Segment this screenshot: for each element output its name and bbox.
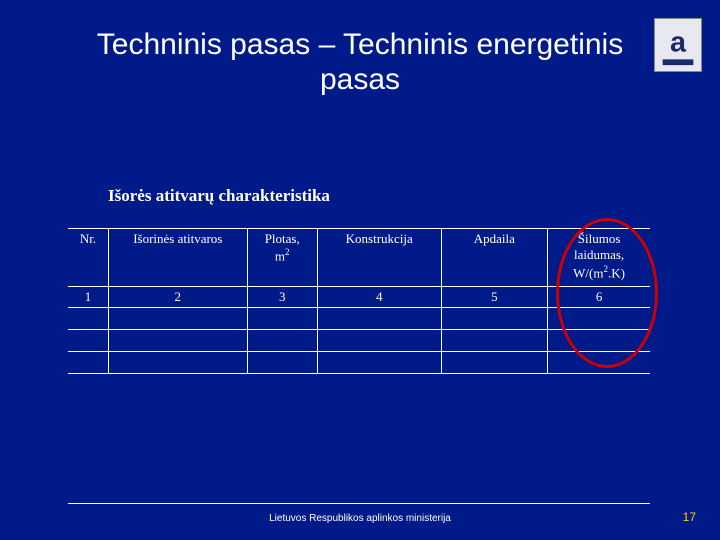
table-header-row: Nr. Išorinės atitvaros Plotas, m2 Konstr… [68,229,650,287]
page-number: 17 [683,510,696,524]
table-index-row: 1 2 3 4 5 6 [68,287,650,308]
col-index-5: 5 [441,287,548,308]
col-index-1: 1 [68,287,109,308]
logo-badge: a [654,18,702,72]
col-index-6: 6 [548,287,650,308]
slide-title: Techninis pasas – Techninis energetinis … [0,0,720,97]
header-nr: Nr. [68,229,109,287]
header-konstrukcija: Konstrukcija [317,229,441,287]
header-apdaila: Apdaila [441,229,548,287]
header-silumos: Šilumos laidumas, W/(m2.K) [548,229,650,287]
table-row [68,352,650,374]
title-line-2: pasas [320,63,400,96]
col-index-3: 3 [247,287,317,308]
title-line-1: Techninis pasas – Techninis energetinis [97,28,623,61]
footer-text: Lietuvos Respublikos aplinkos ministerij… [0,513,720,524]
characteristics-table: Nr. Išorinės atitvaros Plotas, m2 Konstr… [68,228,650,374]
col-index-2: 2 [109,287,248,308]
col-index-4: 4 [317,287,441,308]
table-row [68,330,650,352]
svg-text:a: a [670,27,687,59]
content-area: Išorės atitvarų charakteristika Nr. Išor… [68,186,650,374]
table-row [68,308,650,330]
table-caption: Išorės atitvarų charakteristika [108,186,650,206]
header-plotas: Plotas, m2 [247,229,317,287]
header-atitvaros: Išorinės atitvaros [109,229,248,287]
footer-divider [68,503,650,504]
